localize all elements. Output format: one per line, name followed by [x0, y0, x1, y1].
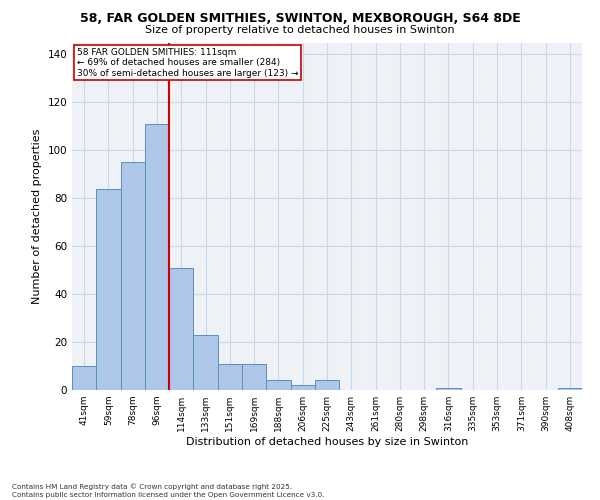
Bar: [96, 188, 121, 390]
Bar: [169, 268, 193, 390]
X-axis label: Distribution of detached houses by size in Swinton: Distribution of detached houses by size …: [186, 437, 468, 447]
Bar: [193, 335, 218, 390]
Text: Contains HM Land Registry data © Crown copyright and database right 2025.
Contai: Contains HM Land Registry data © Crown c…: [12, 484, 325, 498]
Bar: [558, 388, 582, 390]
Bar: [436, 388, 461, 390]
Text: 58 FAR GOLDEN SMITHIES: 111sqm
← 69% of detached houses are smaller (284)
30% of: 58 FAR GOLDEN SMITHIES: 111sqm ← 69% of …: [77, 48, 299, 78]
Bar: [218, 364, 242, 390]
Y-axis label: Number of detached properties: Number of detached properties: [32, 128, 42, 304]
Text: 58, FAR GOLDEN SMITHIES, SWINTON, MEXBOROUGH, S64 8DE: 58, FAR GOLDEN SMITHIES, SWINTON, MEXBOR…: [80, 12, 520, 26]
Bar: [121, 162, 145, 390]
Bar: [72, 366, 96, 390]
Text: Size of property relative to detached houses in Swinton: Size of property relative to detached ho…: [145, 25, 455, 35]
Bar: [242, 364, 266, 390]
Bar: [290, 385, 315, 390]
Bar: [315, 380, 339, 390]
Bar: [266, 380, 290, 390]
Bar: [145, 124, 169, 390]
